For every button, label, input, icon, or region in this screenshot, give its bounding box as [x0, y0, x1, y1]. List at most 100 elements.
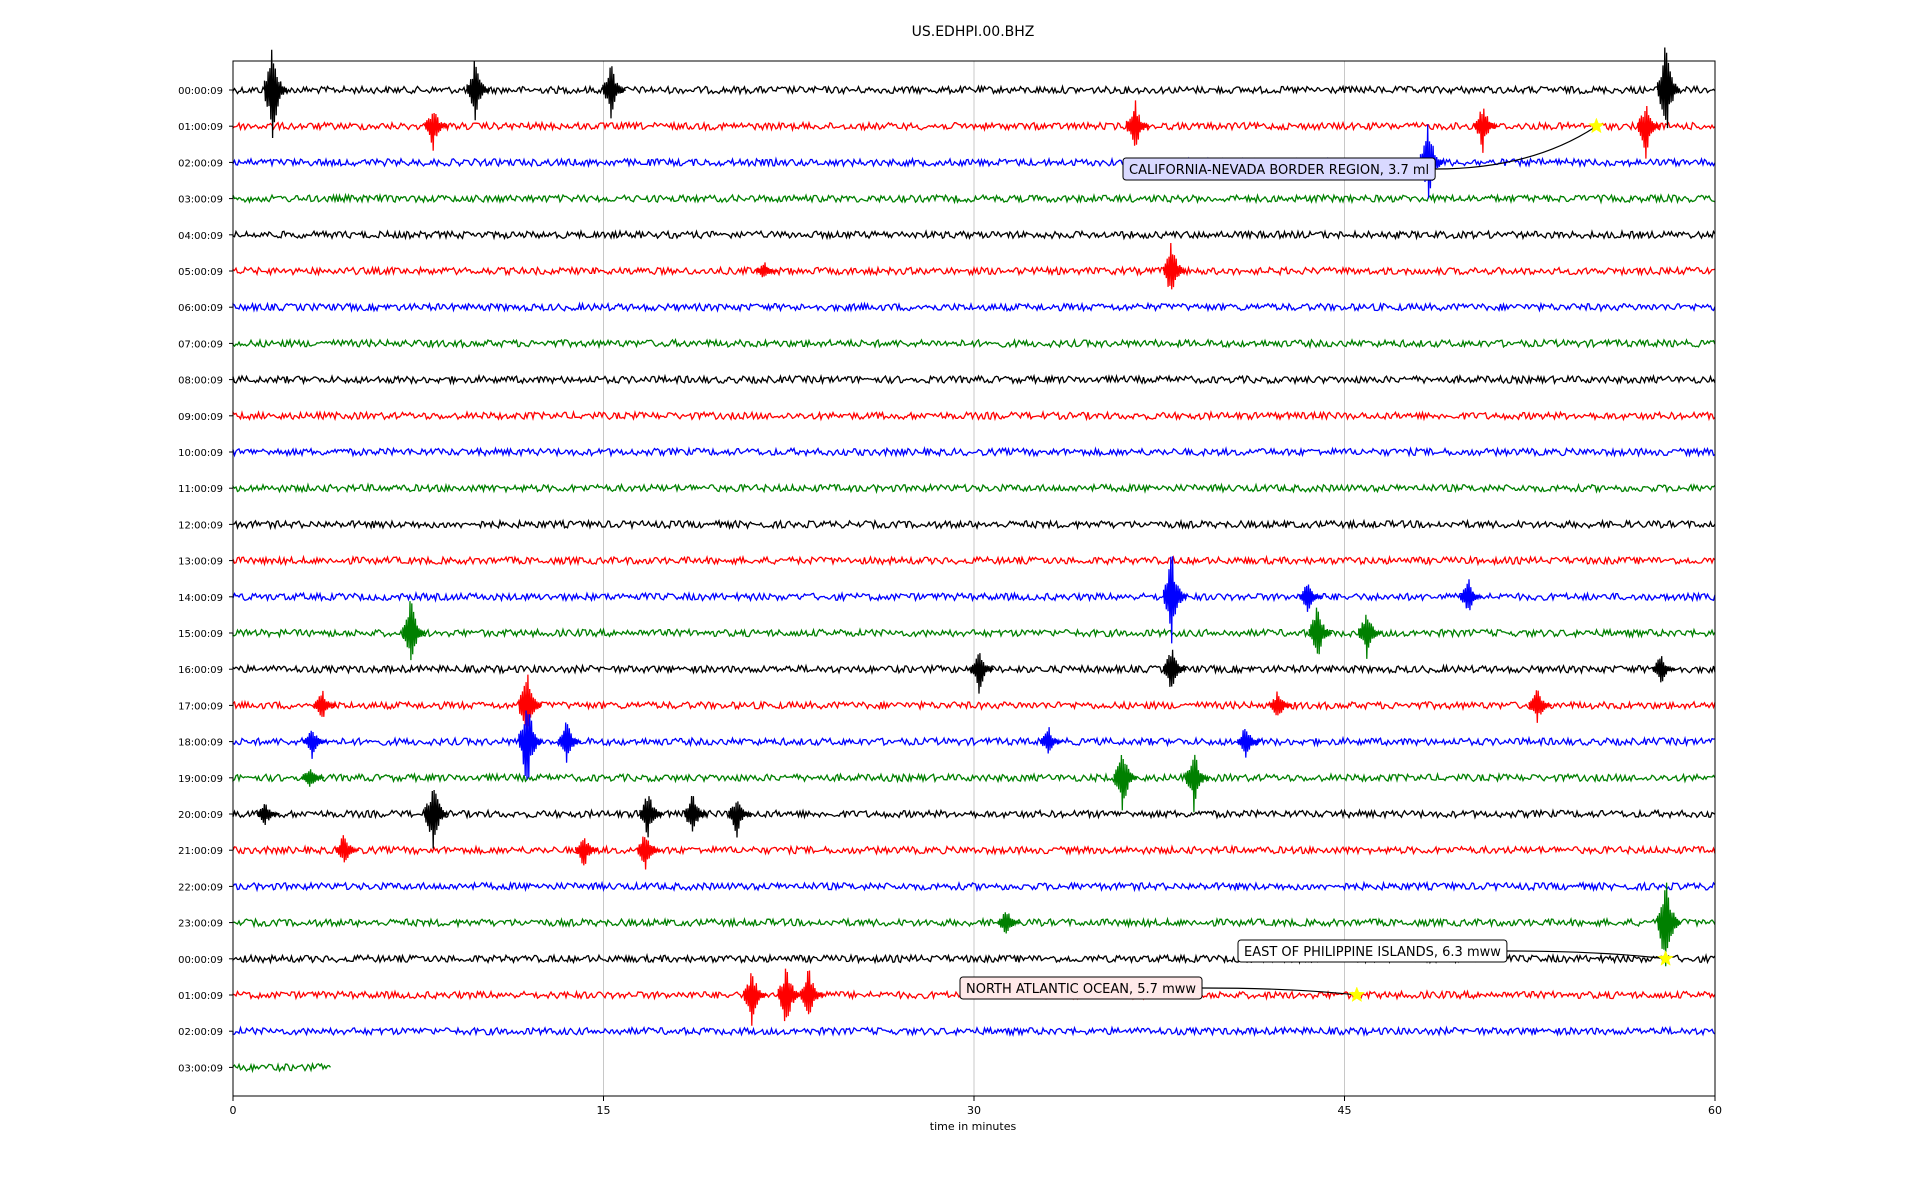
y-tick-label-0: 00:00:09 [178, 86, 223, 97]
y-tick-label-16: 16:00:09 [178, 665, 223, 676]
trace-row-22 [232, 880, 1716, 893]
trace-row-27 [232, 1061, 331, 1074]
spike-1 [466, 61, 491, 121]
y-tick-label-10: 10:00:09 [178, 448, 223, 459]
spike-2 [602, 66, 626, 119]
event-annotation-2: EAST OF PHILIPPINE ISLANDS, 6.3 mww [1237, 939, 1674, 966]
trace-row-15 [232, 627, 1716, 639]
event-connector-1 [1202, 987, 1357, 996]
trace-row-19 [232, 771, 1716, 784]
spike-42 [743, 973, 767, 1026]
trace-row-10 [232, 446, 1716, 458]
spike-5 [1125, 100, 1150, 146]
y-tick-label-9: 09:00:09 [178, 412, 223, 423]
x-tick-label-4: 60 [1708, 1104, 1722, 1117]
event-star-icon-0 [1588, 117, 1605, 134]
y-tick-label-23: 23:00:09 [178, 919, 223, 930]
spike-44 [799, 970, 824, 1015]
spike-18 [1162, 649, 1187, 687]
y-tick-label-24: 00:00:09 [178, 955, 223, 966]
spike-6 [1474, 108, 1498, 153]
trace-row-1 [232, 120, 1716, 133]
y-tick-label-22: 22:00:09 [178, 882, 223, 893]
y-tick-label-27: 03:00:09 [178, 1063, 223, 1074]
spike-0 [263, 49, 288, 139]
trace-row-13 [232, 554, 1716, 567]
y-tick-labels: 00:00:09 01:00:09 02:00:09 03:00:09 04:00:09… [178, 86, 233, 1074]
x-tick-label-3: 45 [1338, 1104, 1352, 1117]
spike-30 [1113, 754, 1138, 811]
spike-43 [777, 968, 802, 1022]
y-tick-label-18: 18:00:09 [178, 738, 223, 749]
y-tick-label-21: 21:00:09 [178, 846, 223, 857]
y-tick-label-14: 14:00:09 [178, 593, 223, 604]
trace-row-9 [232, 409, 1716, 422]
x-tick-label-1: 15 [597, 1104, 611, 1117]
spike-22 [1269, 691, 1293, 716]
y-tick-label-7: 07:00:09 [178, 339, 223, 350]
y-tick-label-19: 19:00:09 [178, 774, 223, 785]
spike-19 [1652, 656, 1676, 683]
y-tick-label-6: 06:00:09 [178, 303, 223, 314]
spike-38 [575, 838, 599, 866]
spike-12 [1298, 584, 1323, 612]
spike-34 [639, 796, 664, 838]
event-annotation-1: NORTH ATLANTIC OCEAN, 5.7 mww [959, 976, 1366, 1003]
trace-row-11 [232, 482, 1716, 495]
event-label-0: CALIFORNIA-NEVADA BORDER REGION, 3.7 ml [1129, 163, 1429, 178]
trace-row-21 [232, 844, 1716, 856]
spike-9 [755, 262, 779, 278]
spike-14 [402, 601, 426, 661]
x-axis-label: time in minutes [930, 1120, 1017, 1133]
event-annotations: CALIFORNIA-NEVADA BORDER REGION, 3.7 ml N… [959, 117, 1674, 1003]
x-axis-ticks: 0 15 30 45 60 [230, 1096, 1722, 1117]
spike-10 [1162, 242, 1187, 290]
spike-20 [313, 690, 337, 717]
spike-23 [1528, 690, 1553, 723]
event-label-1: NORTH ATLANTIC OCEAN, 5.7 mww [966, 982, 1196, 997]
y-tick-label-8: 08:00:09 [178, 376, 223, 387]
y-tick-label-26: 02:00:09 [178, 1027, 223, 1038]
spike-7 [1637, 105, 1661, 159]
trace-row-6 [232, 301, 1716, 313]
x-tick-label-0: 0 [230, 1104, 237, 1117]
event-star-icon-2 [1657, 950, 1674, 966]
spike-16 [1358, 614, 1382, 659]
spike-17 [970, 653, 994, 694]
trace-row-4 [232, 228, 1716, 241]
spike-29 [300, 769, 325, 787]
spike-25 [518, 710, 543, 780]
spike-15 [1308, 607, 1333, 655]
chart-title: US.EDHPI.00.BHZ [912, 24, 1035, 40]
trace-row-12 [232, 518, 1716, 531]
spike-36 [728, 801, 752, 838]
trace-row-23 [232, 916, 1716, 929]
trace-row-17 [232, 699, 1716, 712]
trace-row-5 [232, 265, 1716, 277]
y-tick-label-20: 20:00:09 [178, 810, 223, 821]
y-tick-label-1: 01:00:09 [178, 122, 223, 133]
y-tick-label-25: 01:00:09 [178, 991, 223, 1002]
y-tick-label-2: 02:00:09 [178, 158, 223, 169]
spike-40 [997, 912, 1022, 934]
y-tick-label-15: 15:00:09 [178, 629, 223, 640]
trace-row-18 [232, 735, 1716, 748]
spike-41 [1656, 882, 1681, 967]
spike-32 [256, 804, 280, 826]
trace-row-8 [232, 373, 1716, 386]
y-tick-label-13: 13:00:09 [178, 557, 223, 568]
y-tick-label-11: 11:00:09 [178, 484, 223, 495]
spike-21 [518, 674, 543, 740]
spike-26 [557, 722, 582, 763]
trace-row-26 [232, 1025, 1716, 1038]
y-tick-label-5: 05:00:09 [178, 267, 223, 278]
spike-28 [1237, 728, 1261, 758]
spike-11 [1162, 556, 1187, 644]
y-tick-label-4: 04:00:09 [178, 231, 223, 242]
trace-row-20 [232, 808, 1716, 820]
y-tick-label-17: 17:00:09 [178, 701, 223, 712]
event-annotation-0: CALIFORNIA-NEVADA BORDER REGION, 3.7 ml [1122, 117, 1605, 181]
event-connector-2 [1506, 950, 1666, 960]
spike-33 [424, 789, 449, 849]
